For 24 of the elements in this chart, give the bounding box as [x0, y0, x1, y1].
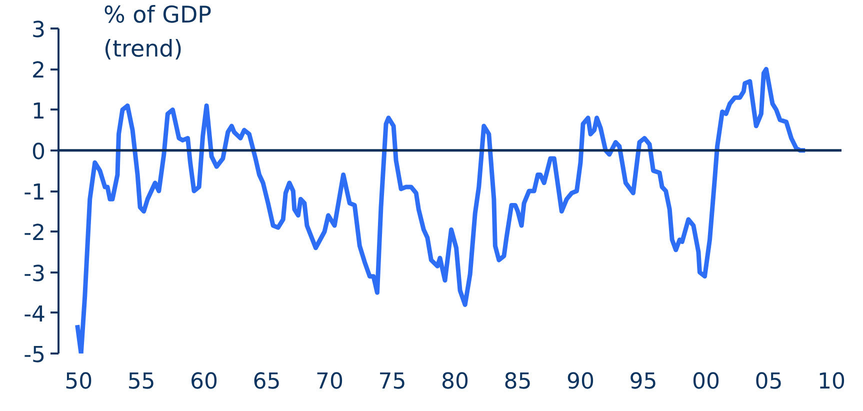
y-tick-label: 2	[32, 58, 46, 84]
y-tick-label: -1	[24, 180, 46, 206]
x-tick-label: 80	[441, 370, 470, 394]
x-tick-label: 85	[504, 370, 532, 394]
y-axis-title: % of GDP (trend)	[104, 2, 212, 62]
x-tick-label: 95	[629, 370, 658, 394]
x-tick-label: 55	[127, 370, 156, 394]
y-tick-label: 1	[32, 99, 46, 124]
x-tick-label: 50	[64, 370, 93, 394]
y-tick-label: -2	[24, 221, 46, 246]
y-tick-label: -4	[24, 302, 46, 328]
x-tick-label: 00	[692, 370, 720, 394]
y-tick-label: -5	[24, 343, 46, 368]
x-tick-label: 05	[754, 370, 783, 394]
x-tick-label: 90	[566, 370, 595, 394]
line-series	[75, 66, 808, 354]
x-tick-label: 10	[817, 370, 846, 394]
y-tick-label: -3	[24, 262, 46, 287]
x-tick-label: 70	[316, 370, 344, 394]
y-tick-label: 0	[32, 140, 46, 165]
y-tick-label: 3	[32, 18, 46, 43]
x-tick-label: 65	[252, 370, 281, 394]
x-tick-label: 75	[378, 370, 406, 394]
x-tick-label: 60	[190, 370, 218, 394]
